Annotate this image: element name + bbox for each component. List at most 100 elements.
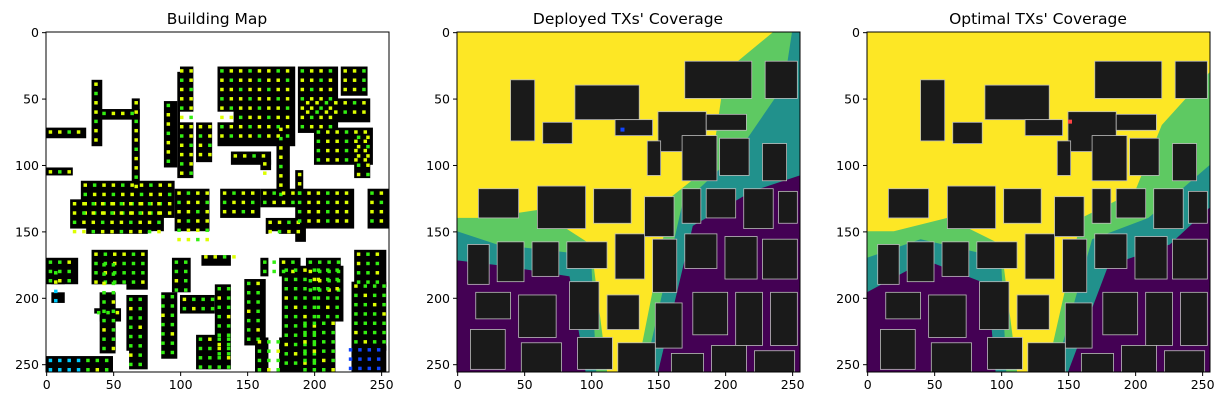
candidate-site-marker xyxy=(91,229,96,234)
candidate-site-marker xyxy=(170,294,175,299)
candidate-site-marker xyxy=(358,366,362,371)
building-footprint xyxy=(1153,188,1184,229)
candidate-site-marker xyxy=(48,260,53,264)
building-footprint xyxy=(952,121,983,144)
candidate-site-marker xyxy=(246,290,251,295)
candidate-site-marker xyxy=(179,162,184,166)
candidate-site-marker xyxy=(300,115,305,120)
candidate-site-marker xyxy=(335,287,339,291)
candidate-site-marker xyxy=(284,361,288,365)
candidate-site-marker xyxy=(276,78,280,82)
candidate-site-marker xyxy=(246,328,251,332)
candidate-site-marker xyxy=(104,358,109,363)
candidate-site-marker xyxy=(284,352,288,356)
candidate-site-marker xyxy=(300,124,305,129)
candidate-site-marker xyxy=(119,211,124,215)
candidate-site-marker xyxy=(189,97,193,101)
x-tick-label: 200 xyxy=(303,377,327,392)
candidate-site-marker xyxy=(229,124,234,129)
candidate-site-marker xyxy=(303,287,307,291)
candidate-site-marker xyxy=(210,306,215,311)
x-tick-label: 0 xyxy=(43,377,51,392)
building-footprint xyxy=(764,60,798,99)
candidate-site-marker xyxy=(331,340,335,344)
candidate-site-marker xyxy=(102,111,106,116)
candidate-site-marker xyxy=(130,192,134,197)
building-footprint xyxy=(469,329,506,370)
candidate-site-marker xyxy=(344,148,349,153)
candidate-site-marker xyxy=(82,220,86,225)
candidate-site-marker xyxy=(110,220,114,225)
candidate-site-marker xyxy=(96,310,101,315)
candidate-site-marker xyxy=(316,148,321,153)
candidate-site-marker xyxy=(129,334,133,339)
building-footprint xyxy=(719,137,750,176)
candidate-site-marker xyxy=(316,219,321,223)
candidate-site-marker xyxy=(343,87,347,92)
candidate-site-marker xyxy=(94,110,98,114)
candidate-site-marker xyxy=(58,269,62,274)
candidate-site-marker xyxy=(208,365,212,369)
deployed-coverage-heatmap xyxy=(457,32,800,372)
candidate-site-marker xyxy=(111,337,116,341)
building-footprint xyxy=(1188,190,1208,224)
candidate-site-marker xyxy=(246,318,251,323)
building-footprint xyxy=(987,337,1023,370)
candidate-site-marker xyxy=(138,362,142,367)
candidate-site-marker xyxy=(217,365,221,369)
candidate-site-marker xyxy=(316,158,321,162)
candidate-site-marker xyxy=(256,290,260,295)
candidate-site-marker xyxy=(102,328,106,332)
candidate-site-marker xyxy=(281,191,286,195)
candidate-site-marker xyxy=(119,202,124,206)
candidate-site-marker xyxy=(205,200,209,205)
candidate-site-marker xyxy=(220,115,224,120)
candidate-site-marker xyxy=(189,69,193,73)
candidate-site-marker xyxy=(257,115,262,120)
candidate-site-marker xyxy=(293,305,298,310)
candidate-site-marker xyxy=(179,97,184,101)
candidate-site-marker xyxy=(102,346,106,351)
candidate-site-marker xyxy=(208,134,212,138)
candidate-site-marker xyxy=(238,115,243,120)
y-tick-label: 150 xyxy=(836,224,860,239)
candidate-site-marker xyxy=(177,209,181,214)
candidate-site-marker xyxy=(276,97,280,101)
candidate-site-marker xyxy=(285,134,290,138)
candidate-site-marker xyxy=(331,368,335,372)
candidate-site-marker xyxy=(348,357,353,361)
building-footprint xyxy=(1091,188,1112,224)
building-footprint xyxy=(1091,135,1128,182)
candidate-site-marker xyxy=(166,131,171,136)
candidate-site-marker xyxy=(356,172,361,177)
candidate-site-marker xyxy=(226,314,231,319)
candidate-site-marker xyxy=(179,143,184,148)
candidate-site-marker xyxy=(134,156,138,161)
candidate-site-marker xyxy=(198,124,203,129)
candidate-site-marker xyxy=(308,279,313,283)
candidate-site-marker xyxy=(316,287,321,291)
candidate-site-marker xyxy=(138,211,142,215)
candidate-site-marker xyxy=(303,349,307,353)
candidate-site-marker xyxy=(111,346,116,351)
candidate-site-marker xyxy=(335,130,339,134)
candidate-site-marker xyxy=(335,277,339,282)
candidate-site-marker xyxy=(121,183,125,187)
candidate-site-marker xyxy=(309,78,314,82)
candidate-site-marker xyxy=(72,229,77,234)
candidate-site-marker xyxy=(312,358,317,363)
candidate-site-marker xyxy=(130,111,134,116)
candidate-site-marker xyxy=(54,271,58,275)
building-footprint xyxy=(531,241,560,277)
candidate-site-marker xyxy=(86,358,90,363)
candidate-site-marker xyxy=(111,281,116,286)
candidate-site-marker xyxy=(242,154,247,158)
x-tick-label: 250 xyxy=(781,377,805,392)
candidate-site-marker xyxy=(356,163,361,167)
candidate-site-marker xyxy=(322,368,326,372)
candidate-site-marker xyxy=(147,229,152,234)
candidate-site-marker xyxy=(179,152,184,157)
candidate-site-marker xyxy=(122,261,126,266)
candidate-site-marker xyxy=(319,115,323,120)
candidate-site-marker xyxy=(208,356,212,360)
